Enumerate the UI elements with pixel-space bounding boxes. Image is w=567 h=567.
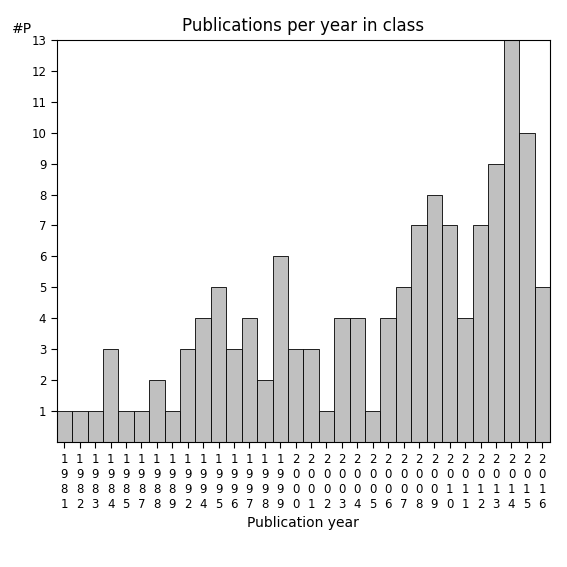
Bar (473, 226, 488, 442)
Bar (488, 163, 503, 442)
Bar (426, 194, 442, 442)
Bar (273, 256, 288, 442)
Title: Publications per year in class: Publications per year in class (182, 18, 425, 35)
Bar (164, 411, 180, 442)
Bar (149, 380, 164, 442)
Bar (87, 411, 103, 442)
Bar (72, 411, 87, 442)
Bar (519, 133, 535, 442)
Bar (411, 226, 426, 442)
Bar (503, 40, 519, 442)
Bar (57, 411, 72, 442)
Bar (380, 319, 396, 442)
Bar (396, 287, 411, 442)
Bar (134, 411, 149, 442)
Bar (334, 319, 350, 442)
Bar (119, 411, 134, 442)
Bar (196, 319, 211, 442)
Bar (535, 287, 550, 442)
Bar (288, 349, 303, 442)
Bar (257, 380, 273, 442)
X-axis label: Publication year: Publication year (247, 516, 359, 530)
Bar (226, 349, 242, 442)
Bar (319, 411, 334, 442)
Bar (180, 349, 196, 442)
Bar (103, 349, 119, 442)
Bar (350, 319, 365, 442)
Text: #P: #P (12, 22, 32, 36)
Bar (458, 319, 473, 442)
Bar (303, 349, 319, 442)
Bar (211, 287, 226, 442)
Bar (442, 226, 458, 442)
Bar (365, 411, 380, 442)
Bar (242, 319, 257, 442)
